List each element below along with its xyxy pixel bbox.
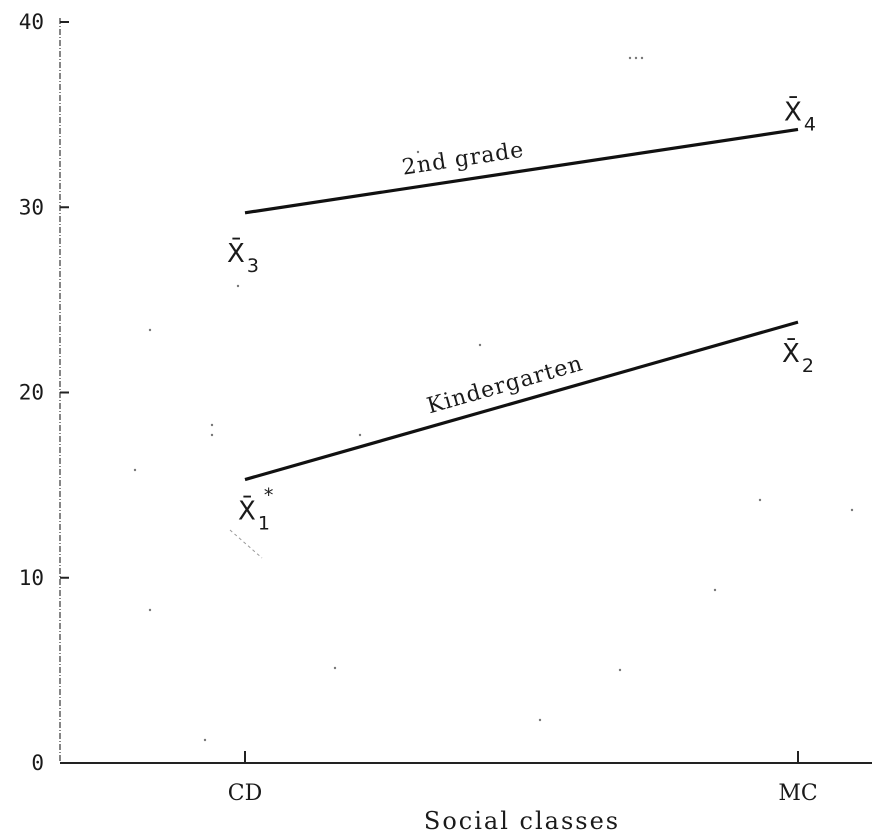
point-label-sub: 3 [247, 255, 259, 277]
point-label-sub: 1 [258, 513, 270, 535]
y-tick-label: 40 [19, 10, 44, 34]
scan-speck [210, 433, 214, 437]
series-line [244, 127, 799, 215]
point-label: X̄ 1 * [238, 485, 273, 535]
point-label: X̄ 4 [784, 96, 816, 136]
scan-speck [850, 508, 854, 512]
point-label-main: X̄ [784, 96, 802, 128]
y-tick-label: 10 [19, 566, 44, 590]
point-label-main: X̄ [238, 495, 256, 527]
x-axis: CD MC [60, 751, 872, 806]
y-axis: 0 10 20 30 40 [19, 10, 69, 775]
point-label-main: X̄ [782, 337, 800, 369]
scan-speck [713, 588, 717, 592]
scan-speck [640, 56, 644, 60]
scan-speck [416, 150, 420, 154]
x-axis-title: Social classes [424, 807, 620, 835]
scan-speck [236, 284, 240, 288]
x-tick-label: MC [778, 781, 817, 806]
y-tick-label: 0 [31, 751, 44, 775]
point-label-main: X̄ [227, 237, 245, 269]
scan-speck [478, 343, 482, 347]
series-name-label: Kindergarten [424, 351, 586, 419]
point-label: X̄ 2 [782, 337, 814, 377]
y-tick-label: 30 [19, 195, 44, 219]
scan-speck [618, 668, 622, 672]
point-label-sub: 2 [802, 355, 814, 377]
x-tick-label: CD [228, 781, 262, 806]
scan-specks [133, 56, 854, 742]
stray-mark [229, 529, 263, 559]
y-tick-label: 20 [19, 381, 44, 405]
scan-speck [628, 56, 632, 60]
point-label-sub: 4 [804, 113, 816, 135]
point-label: X̄ 3 [227, 237, 259, 277]
scan-speck [333, 666, 337, 670]
scan-speck [203, 738, 207, 742]
scan-speck [758, 498, 762, 502]
point-label-sup: * [264, 485, 274, 507]
scan-speck [148, 608, 152, 612]
series-line [244, 320, 799, 482]
scan-speck [210, 423, 214, 427]
scan-speck [133, 468, 137, 472]
scan-speck [634, 56, 638, 60]
scan-speck [358, 433, 362, 437]
scan-speck [148, 328, 152, 332]
scan-speck [538, 718, 542, 722]
